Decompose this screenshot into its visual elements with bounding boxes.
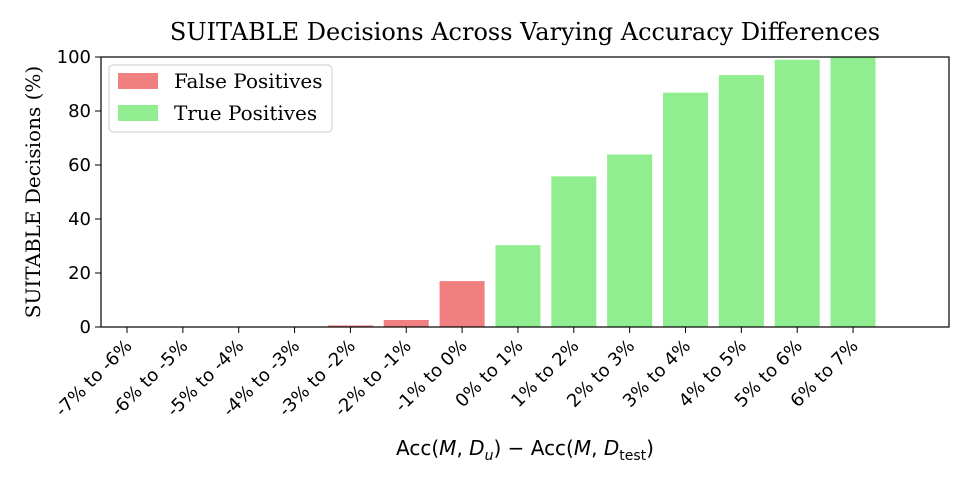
plot-frame [100,56,950,328]
xlabel-m2: M [574,436,591,460]
bars-group [327,57,876,327]
legend-swatch-false-positives [118,73,158,89]
y-tick-label-5: 100 [57,47,91,68]
xlabel-minus: − [501,436,530,460]
y-axis-label: SUITABLE Decisions (%) [21,66,45,318]
bar-11 [718,75,764,327]
legend-label-true-positives: True Positives [174,101,317,125]
y-tick-label-4: 80 [68,101,91,122]
legend: False Positives True Positives [108,64,333,133]
bar-10 [663,92,708,327]
bar-9 [607,154,653,327]
y-tick-label-1: 20 [68,263,91,284]
y-tick-label-0: 0 [80,317,91,338]
bar-7 [495,245,541,327]
chart-title: SUITABLE Decisions Across Varying Accura… [170,18,880,46]
xlabel-d2: D [604,436,619,460]
legend-frame [108,64,333,133]
xlabel-sub1: u [485,448,494,464]
xlabel-acc1: Acc( [396,436,439,460]
xlabel-m1: M [439,436,456,460]
y-tick-label-3: 60 [68,155,91,176]
x-axis-ticks: -7% to -6%-6% to -5%-5% to -4%-4% to -3%… [51,327,863,421]
y-axis-ticks: 0 20 40 60 80 100 [57,47,101,338]
xlabel-acc2: Acc( [531,436,574,460]
x-axis-label: Acc(M, Du) − Acc(M, Dtest) [396,436,654,464]
bar-6 [439,281,485,327]
legend-swatch-true-positives [118,105,158,121]
xlabel-close2: ) [646,436,654,460]
xlabel-sep1: , [456,436,469,460]
y-tick-label-2: 40 [68,209,91,230]
bar-13 [830,57,876,327]
xlabel-d1: D [469,436,484,460]
xlabel-close1: ) [493,436,501,460]
bar-4 [327,325,373,327]
legend-label-false-positives: False Positives [174,69,322,93]
xlabel-sep2: , [591,436,604,460]
bar-12 [774,59,820,327]
xlabel-sub2: test [619,448,646,464]
bar-5 [383,319,429,327]
bar-8 [551,176,597,327]
